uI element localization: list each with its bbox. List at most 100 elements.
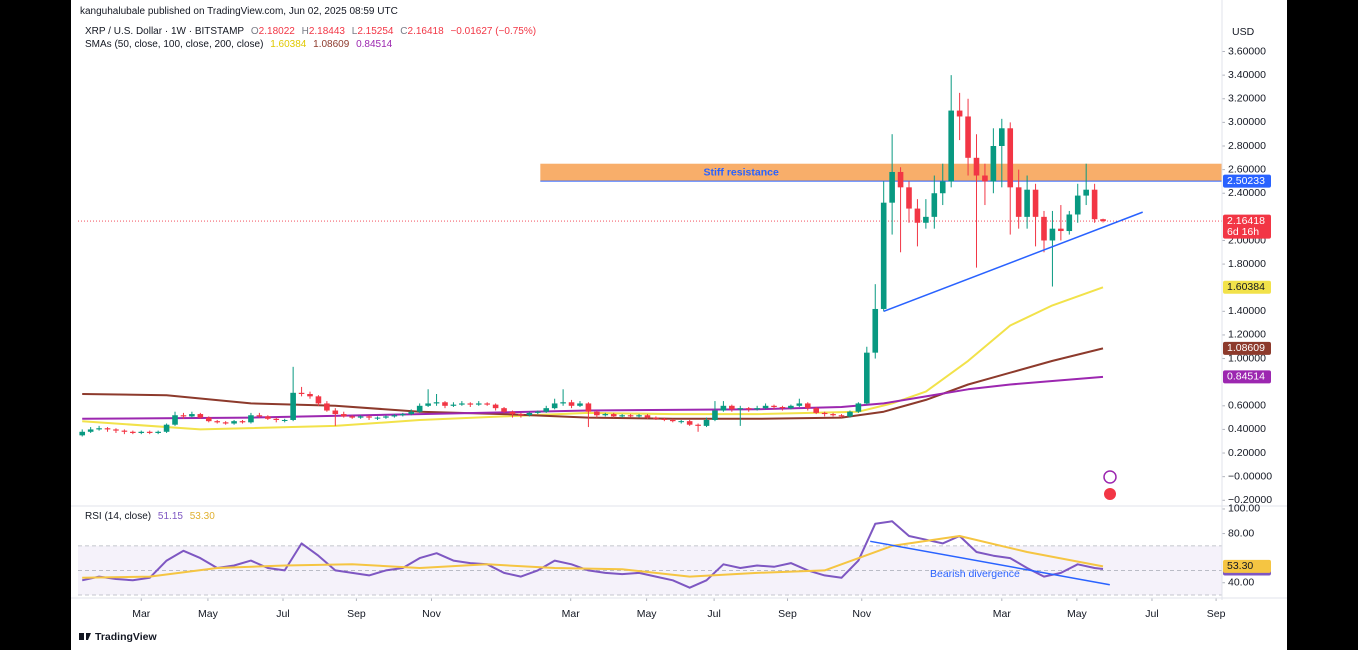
candle-body [737, 408, 744, 410]
candle-body [256, 415, 263, 417]
y-tick-label: 0.20000 [1228, 447, 1266, 459]
symbol-line: XRP / U.S. Dollar · 1W · BITSTAMP O2.180… [85, 26, 540, 37]
candle-body [1100, 219, 1106, 222]
y-tick-label: 40.00 [1228, 577, 1254, 589]
x-tick-label: Sep [1207, 608, 1226, 620]
y-tick-label: 2.60000 [1228, 163, 1266, 175]
candle-body [1074, 195, 1081, 215]
y-tick-label: 2.40000 [1228, 187, 1266, 199]
published-line: kanguhalubale published on TradingView.c… [80, 6, 402, 17]
candle-body [906, 187, 912, 209]
x-tick-label: May [1067, 608, 1088, 620]
candle-body [239, 421, 246, 423]
candle-body [813, 408, 820, 413]
candle-body [340, 414, 347, 417]
candle-body [146, 431, 153, 433]
candle-body [307, 393, 313, 397]
candle-body [939, 181, 946, 194]
divergence-line [870, 540, 1110, 586]
candle-body [956, 110, 963, 117]
x-tick-label: Mar [993, 608, 1012, 620]
rsi-ma-value: 53.30 [189, 511, 215, 522]
logo-part [86, 633, 91, 640]
candle-body [121, 430, 128, 432]
x-tick-label: Mar [562, 608, 581, 620]
candle-body [526, 412, 533, 416]
candle-body [180, 415, 187, 417]
y-tick-label: 3.00000 [1228, 116, 1266, 128]
brand: TradingView [95, 631, 157, 643]
x-tick-label: Nov [422, 608, 441, 620]
candle-body [450, 404, 457, 406]
candle-body [189, 414, 195, 417]
ohlc-value: 2.18443 [308, 26, 345, 37]
x-tick-label: Jul [707, 608, 720, 620]
x-tick-label: Sep [778, 608, 797, 620]
candle-body [686, 421, 693, 425]
price-badge [1223, 370, 1271, 384]
candle-body [518, 414, 524, 416]
candle-body [290, 392, 296, 420]
candle-body [459, 403, 465, 405]
candle-body [948, 110, 954, 182]
y-tick-label: 1.20000 [1228, 329, 1266, 341]
price-badge-label: 2.50233 [1227, 175, 1265, 187]
price-badge-countdown: 6d 16h [1227, 226, 1259, 238]
sma-value: 1.08609 [313, 39, 350, 50]
y-tick-label: 3.60000 [1228, 45, 1266, 57]
candle-body [231, 421, 237, 424]
candle-body [416, 405, 423, 412]
candle-body [425, 403, 431, 406]
candle-body [214, 421, 221, 423]
candle-body [197, 414, 204, 418]
candle-body [729, 405, 735, 410]
candle-body [821, 412, 828, 415]
candle-body [222, 422, 229, 424]
candle-body [1024, 189, 1030, 217]
candle-body [281, 419, 288, 421]
candle-body [872, 308, 879, 353]
candle-body [568, 402, 575, 406]
candle-body [96, 428, 102, 430]
candle-body [560, 402, 566, 404]
candle-body [1066, 214, 1073, 232]
candle-body [669, 419, 676, 422]
candle-body [914, 208, 921, 223]
candle-body [653, 417, 659, 419]
candle-body [804, 403, 811, 409]
candle-body [383, 416, 389, 418]
candle-body [113, 429, 119, 431]
candle-body [779, 406, 786, 409]
ohlc-value: 2.16418 [407, 26, 444, 37]
published: kanguhalubale published on TradingView.c… [80, 6, 398, 17]
y-tick-label: 1.80000 [1228, 258, 1266, 270]
candle-body [534, 411, 541, 413]
candle-body [897, 171, 904, 188]
candle-body [172, 415, 178, 425]
y-tick-label: 1.00000 [1228, 352, 1266, 364]
candle-body [847, 411, 853, 417]
candle-body [205, 417, 212, 422]
x-tick-label: Mar [132, 608, 151, 620]
x-tick-label: Jul [1145, 608, 1158, 620]
candle-body [79, 431, 86, 436]
candle-body [788, 405, 794, 409]
candle-body [265, 416, 271, 419]
candle-body [163, 424, 170, 432]
candle-body [467, 403, 474, 405]
candle-body [644, 415, 651, 418]
candle-body [357, 416, 364, 418]
candle-body [492, 404, 499, 409]
x-tick-label: May [198, 608, 219, 620]
candle-body [155, 431, 161, 433]
x-tick-label: Nov [852, 608, 871, 620]
ohlc-value: 2.15254 [357, 26, 394, 37]
trendline [883, 211, 1143, 313]
candle-body [678, 421, 685, 423]
price-badge-label: 1.60384 [1227, 281, 1265, 293]
candle-body [594, 411, 600, 416]
candle-body [1032, 189, 1039, 217]
overlay-layer: 3.60000 3.40000 3.20000 3.00000 2.80000 2.600… [132, 45, 1272, 620]
sma-value: 1.60384 [270, 39, 307, 50]
